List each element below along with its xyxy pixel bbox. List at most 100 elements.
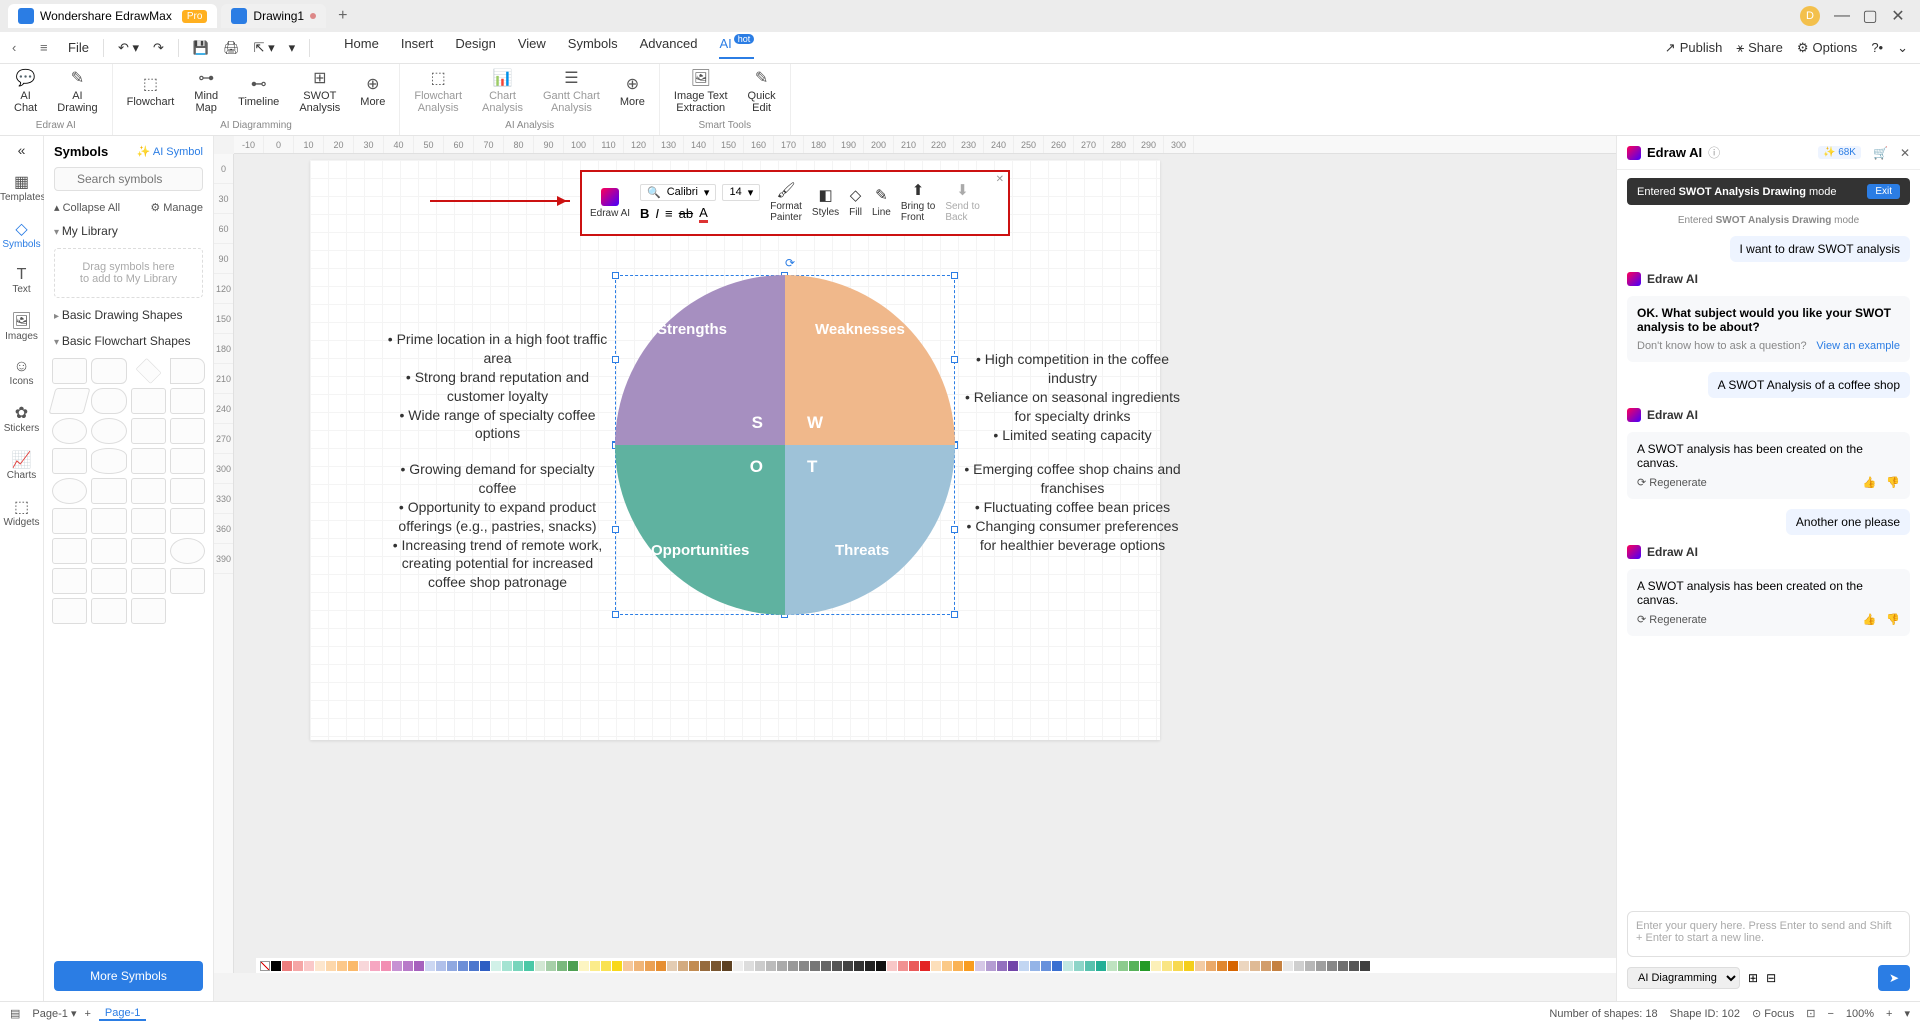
color-swatch[interactable] (546, 961, 556, 971)
canvas[interactable]: Edraw AI 🔍 Calibri ▾ 14 ▾ B I ≡ ab A (234, 154, 1616, 973)
color-swatch[interactable] (766, 961, 776, 971)
color-swatch[interactable] (887, 961, 897, 971)
more-analysis-button[interactable]: ⊕More (612, 68, 653, 116)
color-swatch[interactable] (1063, 961, 1073, 971)
shape-item[interactable] (52, 448, 87, 474)
color-swatch[interactable] (1239, 961, 1249, 971)
page[interactable]: Edraw AI 🔍 Calibri ▾ 14 ▾ B I ≡ ab A (310, 160, 1160, 740)
tab-ai[interactable]: AIhot (719, 36, 754, 59)
regenerate-button[interactable]: ⟳ Regenerate (1637, 476, 1707, 489)
tab-symbols[interactable]: Symbols (568, 36, 618, 59)
more-file-button[interactable]: ▾ (289, 40, 296, 56)
color-swatch[interactable] (1052, 961, 1062, 971)
thumbs-up-icon[interactable]: 👍 (1863, 476, 1877, 489)
send-button[interactable]: ➤ (1878, 965, 1910, 991)
color-swatch[interactable] (810, 961, 820, 971)
tab-design[interactable]: Design (455, 36, 495, 59)
shape-item[interactable] (170, 388, 205, 414)
bring-front-button[interactable]: ⬆Bring to Front (897, 183, 939, 224)
color-swatch[interactable] (414, 961, 424, 971)
add-page-button[interactable]: + (84, 1008, 90, 1020)
shape-item[interactable] (91, 358, 126, 384)
format-painter-button[interactable]: 🖌Format Painter (766, 183, 806, 224)
expand-button[interactable]: ⌄ (1897, 40, 1908, 56)
color-swatch[interactable] (370, 961, 380, 971)
color-swatch[interactable] (1096, 961, 1106, 971)
shape-item[interactable] (131, 388, 166, 414)
bullets-weaknesses[interactable]: High competition in the coffee industryR… (960, 350, 1185, 444)
color-swatch[interactable] (1261, 961, 1271, 971)
color-swatch[interactable] (1008, 961, 1018, 971)
rail-images[interactable]: 🖼Images (0, 305, 43, 348)
shape-item[interactable] (135, 358, 161, 384)
rotate-handle-icon[interactable]: ⟳ (785, 256, 795, 270)
rail-symbols[interactable]: ◇Symbols (0, 213, 43, 256)
line-button[interactable]: ✎Line (868, 188, 895, 218)
color-swatch[interactable] (975, 961, 985, 971)
color-swatch[interactable] (557, 961, 567, 971)
ai-cart-icon[interactable]: 🛒 (1873, 146, 1888, 160)
shape-item[interactable] (91, 478, 126, 504)
undo-button[interactable]: ↶ ▾ (118, 40, 139, 56)
color-swatch[interactable] (337, 961, 347, 971)
color-swatch[interactable] (524, 961, 534, 971)
shape-item[interactable] (91, 538, 126, 564)
bullets-opportunities[interactable]: Growing demand for specialty coffeeOppor… (385, 460, 610, 592)
shape-item[interactable] (91, 598, 126, 624)
color-swatch[interactable] (315, 961, 325, 971)
export-button[interactable]: ⇱ ▾ (254, 40, 275, 56)
page-tab[interactable]: Page-1 (99, 1007, 146, 1021)
thumbs-up-icon[interactable]: 👍 (1863, 613, 1877, 626)
color-swatch[interactable] (436, 961, 446, 971)
italic-button[interactable]: I (655, 206, 659, 221)
shape-item[interactable] (131, 418, 166, 444)
strike-button[interactable]: ab (679, 206, 693, 221)
shape-item[interactable] (170, 568, 205, 594)
quad-weaknesses[interactable]: Weaknesses W (785, 275, 955, 445)
pages-icon[interactable]: ▤ (10, 1007, 20, 1020)
color-swatch[interactable] (799, 961, 809, 971)
rail-charts[interactable]: 📈Charts (0, 444, 43, 487)
color-swatch[interactable] (502, 961, 512, 971)
rail-templates[interactable]: ▦Templates (0, 166, 43, 209)
color-swatch[interactable] (898, 961, 908, 971)
ai-mode-select[interactable]: AI Diagramming (1627, 967, 1740, 989)
ai-symbol-link[interactable]: ✨ AI Symbol (137, 145, 203, 158)
color-swatch[interactable] (733, 961, 743, 971)
doc-tab[interactable]: Drawing1 (221, 4, 326, 28)
swot-button[interactable]: ⊞SWOT Analysis (291, 68, 348, 116)
color-swatch[interactable] (623, 961, 633, 971)
color-swatch[interactable] (1129, 961, 1139, 971)
thumbs-down-icon[interactable]: 👎 (1886, 476, 1900, 489)
maximize-button[interactable]: ▢ (1856, 6, 1884, 26)
file-menu[interactable]: File (68, 40, 89, 55)
swot-diagram[interactable]: Strengths S Weaknesses W Opportunities O (615, 275, 955, 615)
gantt-analysis-button[interactable]: ☰Gantt Chart Analysis (535, 68, 608, 116)
color-swatch[interactable] (854, 961, 864, 971)
bullets-threats[interactable]: Emerging coffee shop chains and franchis… (960, 460, 1185, 554)
color-swatch[interactable] (1360, 961, 1370, 971)
color-swatch[interactable] (843, 961, 853, 971)
redo-button[interactable]: ↷ (153, 40, 164, 56)
quad-threats[interactable]: Threats T (785, 445, 955, 615)
app-tab[interactable]: Wondershare EdrawMax Pro (8, 4, 217, 28)
color-swatch[interactable] (381, 961, 391, 971)
ai-info-icon[interactable]: ⓘ (1708, 144, 1720, 161)
zoom-level[interactable]: 100% (1846, 1008, 1874, 1020)
color-swatch[interactable] (1085, 961, 1095, 971)
collapse-all[interactable]: ▴ Collapse All (54, 201, 120, 214)
color-swatch[interactable] (909, 961, 919, 971)
color-swatch[interactable] (997, 961, 1007, 971)
ai-attach1-icon[interactable]: ⊞ (1748, 971, 1758, 985)
color-swatch[interactable] (1030, 961, 1040, 971)
color-swatch[interactable] (1294, 961, 1304, 971)
color-swatch[interactable] (953, 961, 963, 971)
ai-close-icon[interactable]: ✕ (1900, 146, 1910, 160)
focus-button[interactable]: ⊙ Focus (1752, 1007, 1794, 1020)
options-button[interactable]: ⚙ Options (1797, 40, 1857, 56)
send-back-button[interactable]: ⬇Send to Back (941, 183, 983, 224)
color-swatch[interactable] (293, 961, 303, 971)
flowchart-button[interactable]: ⬚Flowchart (119, 68, 183, 116)
color-none[interactable] (260, 961, 270, 971)
color-swatch[interactable] (678, 961, 688, 971)
